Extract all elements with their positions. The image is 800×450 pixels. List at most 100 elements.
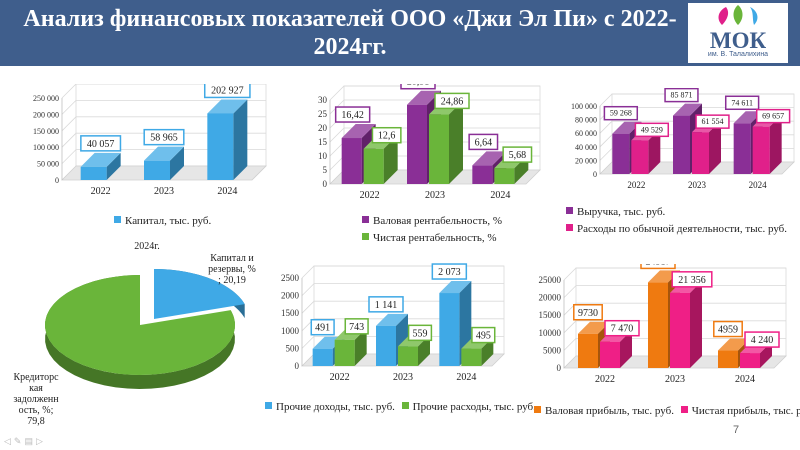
x-category-label: 2023 xyxy=(425,190,445,201)
gridline xyxy=(61,84,266,99)
x-category-label: 2024 xyxy=(735,374,755,385)
data-label-box xyxy=(671,271,713,288)
data-label: 74 611 xyxy=(731,98,753,107)
data-label: 559 xyxy=(413,328,428,339)
legend-label: Прочие расходы, тыс. руб. xyxy=(412,401,536,413)
data-label-box xyxy=(640,264,676,270)
bar xyxy=(578,333,598,368)
y-tick-label: 2000 xyxy=(281,291,300,301)
y-tick-label: 1500 xyxy=(281,308,300,318)
data-label: 5,68 xyxy=(509,150,527,161)
gridline xyxy=(329,85,540,101)
menu-icon[interactable]: ▤ xyxy=(24,436,36,446)
legend-swatch xyxy=(114,216,121,223)
x-category-label: 2023 xyxy=(393,372,413,383)
data-label-box xyxy=(713,320,743,338)
bar-top xyxy=(733,111,763,124)
revenue-chart: 0 20 000 40 000 60 000 80 000 100 000 2022 59 2… xyxy=(571,88,795,190)
x-category-label: 2024 xyxy=(749,180,768,190)
bar-top xyxy=(144,146,184,161)
data-label: 491 xyxy=(315,323,330,334)
y-tick-label: 0 xyxy=(323,179,328,189)
bar-top xyxy=(612,121,642,134)
data-label-box xyxy=(468,133,499,151)
y-tick-label: 5 xyxy=(323,165,328,175)
data-label-box xyxy=(502,146,533,163)
data-label-box xyxy=(80,135,122,152)
y-tick-label: 15 xyxy=(318,137,328,147)
data-label: 9730 xyxy=(578,308,598,319)
bar-side xyxy=(233,99,248,180)
gridline xyxy=(599,120,794,134)
pen-icon[interactable]: ✎ xyxy=(13,436,25,446)
pie-title: 2024г. xyxy=(134,241,159,252)
data-label: 61 554 xyxy=(702,117,724,126)
data-label: 202 927 xyxy=(211,85,244,96)
pie-slice xyxy=(45,275,235,375)
bar-side xyxy=(481,336,494,366)
bar xyxy=(80,166,107,180)
arrow-right-icon[interactable]: ▷ xyxy=(35,436,46,446)
y-tick-label: 40 000 xyxy=(575,143,597,152)
y-tick-label: 30 xyxy=(318,95,328,105)
x-category-label: 2022 xyxy=(360,190,380,201)
bar-side xyxy=(383,134,398,184)
data-label-box xyxy=(724,95,760,111)
gridline xyxy=(563,285,786,298)
y-tick-label: 0 xyxy=(557,363,562,373)
profit-legend: Валовая прибыль, тыс. руб. Чистая прибыл… xyxy=(534,404,800,418)
other-income-chart: 0 500 1000 1500 2000 2500 2022 491 743 2023 1 141 5… xyxy=(281,263,505,383)
y-tick-label: 10000 xyxy=(539,328,562,338)
pie-slice xyxy=(154,269,245,319)
y-tick-label: 25 xyxy=(318,109,328,119)
x-category-label: 2022 xyxy=(627,180,645,190)
legend-label: Чистая рентабельность, % xyxy=(373,232,497,244)
data-label: 16,42 xyxy=(341,110,364,121)
data-label: 85 871 xyxy=(671,91,693,100)
gridline xyxy=(599,148,794,161)
bar-side xyxy=(709,120,721,174)
arrow-left-icon[interactable]: ◁ xyxy=(4,436,14,446)
y-tick-label: 20 000 xyxy=(575,156,597,165)
bar xyxy=(363,148,384,184)
bar-side xyxy=(648,128,661,174)
legend-swatch xyxy=(534,406,541,413)
profitability-legend: Валовая рентабельность, % Чистая рентабе… xyxy=(362,214,502,245)
x-category-label: 2022 xyxy=(595,374,615,385)
data-label-box xyxy=(400,84,436,90)
capital-legend: Капитал, тыс. руб. xyxy=(114,214,211,228)
pie-label-line: Капитал и xyxy=(210,253,254,264)
bar-side xyxy=(769,114,782,174)
data-label: 40 057 xyxy=(87,139,115,150)
gridline xyxy=(599,93,794,107)
legend-swatch xyxy=(566,207,573,214)
pie-label-line: ; 20,19 xyxy=(218,275,246,286)
y-tick-label: 0 xyxy=(593,170,597,179)
data-label: 28,31 xyxy=(407,84,430,88)
legend-swatch xyxy=(680,406,688,413)
data-label: 495 xyxy=(476,331,491,342)
y-tick-label: 80 000 xyxy=(575,116,597,125)
data-label-box xyxy=(371,126,402,144)
bar xyxy=(312,348,333,366)
data-label: 2 073 xyxy=(438,267,461,278)
data-label: 7 470 xyxy=(611,324,634,335)
pie-label-line: 79,8 xyxy=(27,416,45,427)
bar xyxy=(673,115,690,174)
bar-top xyxy=(673,103,702,116)
bar xyxy=(407,104,427,184)
gridline xyxy=(301,283,504,296)
legend-swatch xyxy=(566,224,573,231)
data-label-box xyxy=(407,324,433,342)
legend-label: Расходы по обычной деятельности, тыс. ру… xyxy=(577,223,788,235)
data-label-box xyxy=(344,318,369,335)
x-category-label: 2024 xyxy=(217,186,237,197)
data-label: 69 657 xyxy=(762,112,784,121)
legend-swatch xyxy=(362,233,369,240)
slide-nav-controls[interactable]: ◁✎▤▷ xyxy=(4,436,46,447)
legend-swatch xyxy=(362,216,369,223)
y-tick-label: 250 000 xyxy=(33,94,59,103)
legend-entry: Расходы по обычной деятельности, тыс. ру… xyxy=(566,222,787,236)
x-category-label: 2022 xyxy=(330,372,350,383)
data-label: 21 356 xyxy=(678,275,706,286)
